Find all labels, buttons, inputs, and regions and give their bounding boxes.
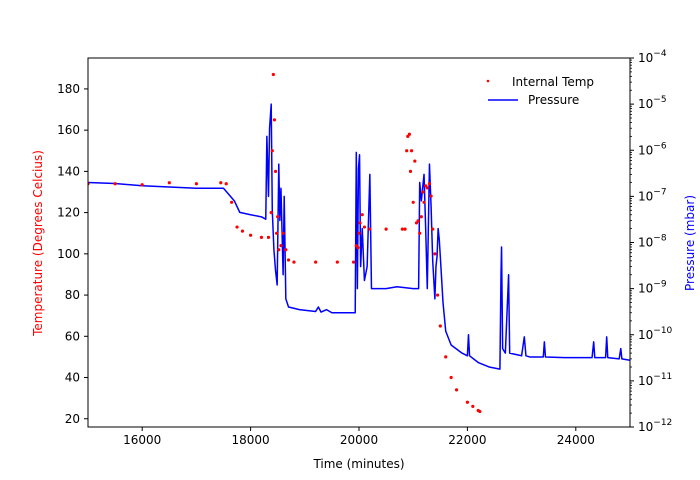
temp-point	[368, 227, 372, 231]
temp-point	[272, 118, 277, 122]
temp-point	[435, 293, 440, 297]
legend-temp-marker	[486, 79, 490, 83]
x-tick-label: 24000	[557, 433, 595, 447]
temp-point	[273, 169, 278, 173]
temp-point	[314, 260, 318, 264]
temp-point	[421, 190, 425, 194]
temp-point	[358, 221, 362, 225]
y-right-tick-label: 10−9	[638, 280, 667, 296]
temp-point	[292, 260, 296, 264]
temp-point	[400, 227, 404, 231]
temp-point	[454, 388, 459, 392]
temp-point	[277, 248, 281, 252]
temp-point	[286, 258, 291, 262]
y-left-tick-label: 40	[65, 371, 80, 385]
y-right-tick-label: 10−5	[638, 95, 667, 111]
temp-point	[413, 159, 417, 163]
temp-point	[384, 227, 388, 231]
y-left-tick-label: 160	[57, 123, 80, 137]
temp-point	[351, 260, 356, 264]
temp-point	[230, 200, 234, 204]
temp-point	[356, 246, 360, 250]
temp-point	[271, 72, 275, 77]
temp-point	[408, 169, 413, 173]
y-right-tick-label: 10−6	[638, 141, 667, 157]
x-axis: 16000 18000 20000 22000 24000	[123, 427, 595, 447]
temp-point	[249, 233, 253, 237]
temp-point	[276, 215, 280, 219]
temp-point	[465, 400, 469, 404]
temp-point	[419, 215, 423, 219]
temp-point	[219, 181, 223, 185]
y-axis-label-right: Pressure (mbar)	[683, 195, 697, 291]
temp-point	[113, 182, 117, 186]
y-left-tick-label: 100	[57, 247, 80, 261]
y-axis-label-left: Temperature (Degrees Celcius)	[31, 150, 45, 337]
legend-pressure-label: Pressure	[528, 93, 579, 107]
temp-point	[270, 149, 274, 153]
plot-frame	[87, 57, 631, 428]
x-axis-label: Time (minutes)	[312, 457, 404, 471]
temp-point	[449, 375, 453, 380]
temp-point	[357, 231, 361, 235]
temp-point	[224, 182, 228, 186]
temp-point	[360, 213, 364, 217]
temp-point	[194, 182, 198, 186]
y-right-tick-label: 10−11	[638, 372, 672, 388]
temp-point	[266, 235, 271, 239]
y-right-tick-label: 10−7	[638, 187, 667, 203]
legend-temp-label: Internal Temp	[512, 75, 594, 89]
temp-point	[418, 231, 422, 235]
y-right-tick-label: 10−4	[638, 49, 667, 65]
temp-point	[438, 324, 442, 328]
y-left-tick-label: 120	[57, 206, 80, 220]
pressure-series-line	[88, 103, 630, 370]
plot-area	[87, 57, 631, 428]
temp-point	[275, 231, 279, 235]
y-left-tick-label: 80	[65, 288, 80, 302]
temp-point	[478, 409, 482, 414]
y-right-tick-label: 10−8	[638, 234, 667, 250]
temp-point	[425, 186, 429, 190]
temp-point	[429, 194, 433, 198]
y-left-tick-label: 140	[57, 164, 80, 178]
temp-point	[471, 404, 475, 408]
temp-point	[407, 132, 412, 136]
temp-point	[269, 211, 273, 215]
y-left-tick-label: 60	[65, 329, 80, 343]
temp-point	[140, 183, 144, 187]
temp-point	[167, 181, 171, 185]
temp-point	[411, 200, 415, 204]
temp-point	[427, 182, 432, 186]
temp-point	[335, 260, 339, 264]
y-left-tick-label: 180	[57, 82, 80, 96]
temp-point	[433, 252, 437, 256]
temp-point	[403, 227, 407, 231]
temp-point	[235, 225, 239, 229]
temp-point	[416, 219, 420, 223]
temp-point	[240, 229, 245, 233]
x-tick-label: 20000	[340, 433, 378, 447]
temp-series	[88, 72, 482, 414]
legend: Internal Temp Pressure	[486, 75, 594, 107]
temp-point	[259, 235, 264, 239]
temp-point	[281, 231, 285, 235]
y-left-tick-label: 20	[65, 412, 80, 426]
y-axis-right: 10−12 10−11 10−10 10−9 10−8 10−7 10−6 10−5 10−4	[630, 49, 673, 434]
temp-point	[431, 227, 435, 231]
y-axis-left: 20 40 60 80 100 120 140 160 180	[57, 82, 88, 426]
temp-point	[405, 149, 409, 153]
temp-point	[422, 200, 426, 204]
x-tick-label: 16000	[123, 433, 161, 447]
temp-point	[362, 225, 367, 229]
temp-point	[284, 248, 288, 252]
temp-point	[279, 243, 283, 248]
x-tick-label: 22000	[448, 433, 486, 447]
temp-point	[444, 355, 448, 359]
x-tick-label: 18000	[232, 433, 270, 447]
y-right-tick-label: 10−10	[638, 326, 673, 342]
temp-point	[409, 149, 414, 153]
y-right-tick-label: 10−12	[638, 418, 672, 434]
